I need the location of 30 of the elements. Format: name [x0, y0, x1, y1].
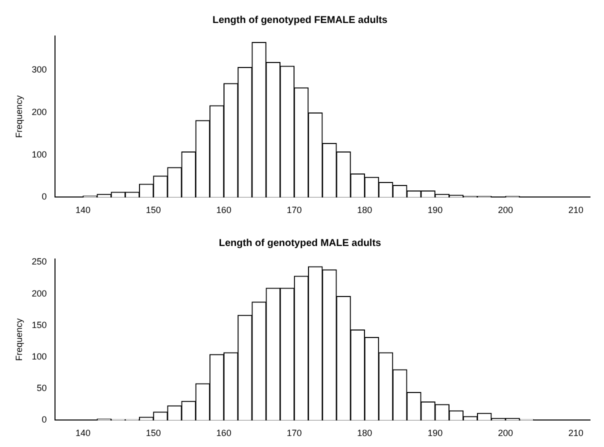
y-tick-label: 200: [32, 106, 47, 117]
y-tick-label: 100: [32, 149, 47, 160]
y-tick-label: 300: [32, 64, 47, 74]
y-tick-label: 50: [36, 383, 47, 394]
y-axis-title: Frequency: [14, 94, 24, 138]
x-tick-label: 160: [216, 428, 232, 438]
x-tick-label: 160: [216, 205, 232, 216]
x-tick-label: 170: [286, 205, 302, 216]
x-tick-label: 140: [75, 428, 90, 438]
x-tick-label: 180: [357, 205, 372, 216]
x-tick-label: 200: [498, 428, 514, 438]
x-tick-label: 150: [146, 205, 161, 216]
x-tick-label: 170: [286, 428, 302, 438]
x-tick-label: 150: [146, 428, 161, 438]
y-axis-title: Frequency: [14, 318, 24, 361]
x-tick-label: 190: [428, 205, 443, 216]
x-tick-label: 210: [568, 428, 584, 438]
y-tick-label: 200: [32, 288, 47, 298]
x-tick-label: 210: [568, 205, 584, 216]
y-tick-label: 0: [42, 192, 47, 202]
y-tick-label: 100: [32, 351, 47, 362]
x-tick-label: 190: [428, 428, 443, 438]
chart-title: Length of genotyped MALE adults: [218, 238, 382, 249]
x-tick-label: 140: [75, 205, 90, 216]
y-tick-label: 150: [32, 320, 47, 330]
y-tick-label: 250: [32, 256, 47, 267]
chart-title: Length of genotyped FEMALE adults: [212, 14, 388, 26]
y-tick-label: 0: [42, 414, 47, 425]
x-tick-label: 180: [357, 428, 372, 438]
x-tick-label: 200: [498, 205, 514, 216]
